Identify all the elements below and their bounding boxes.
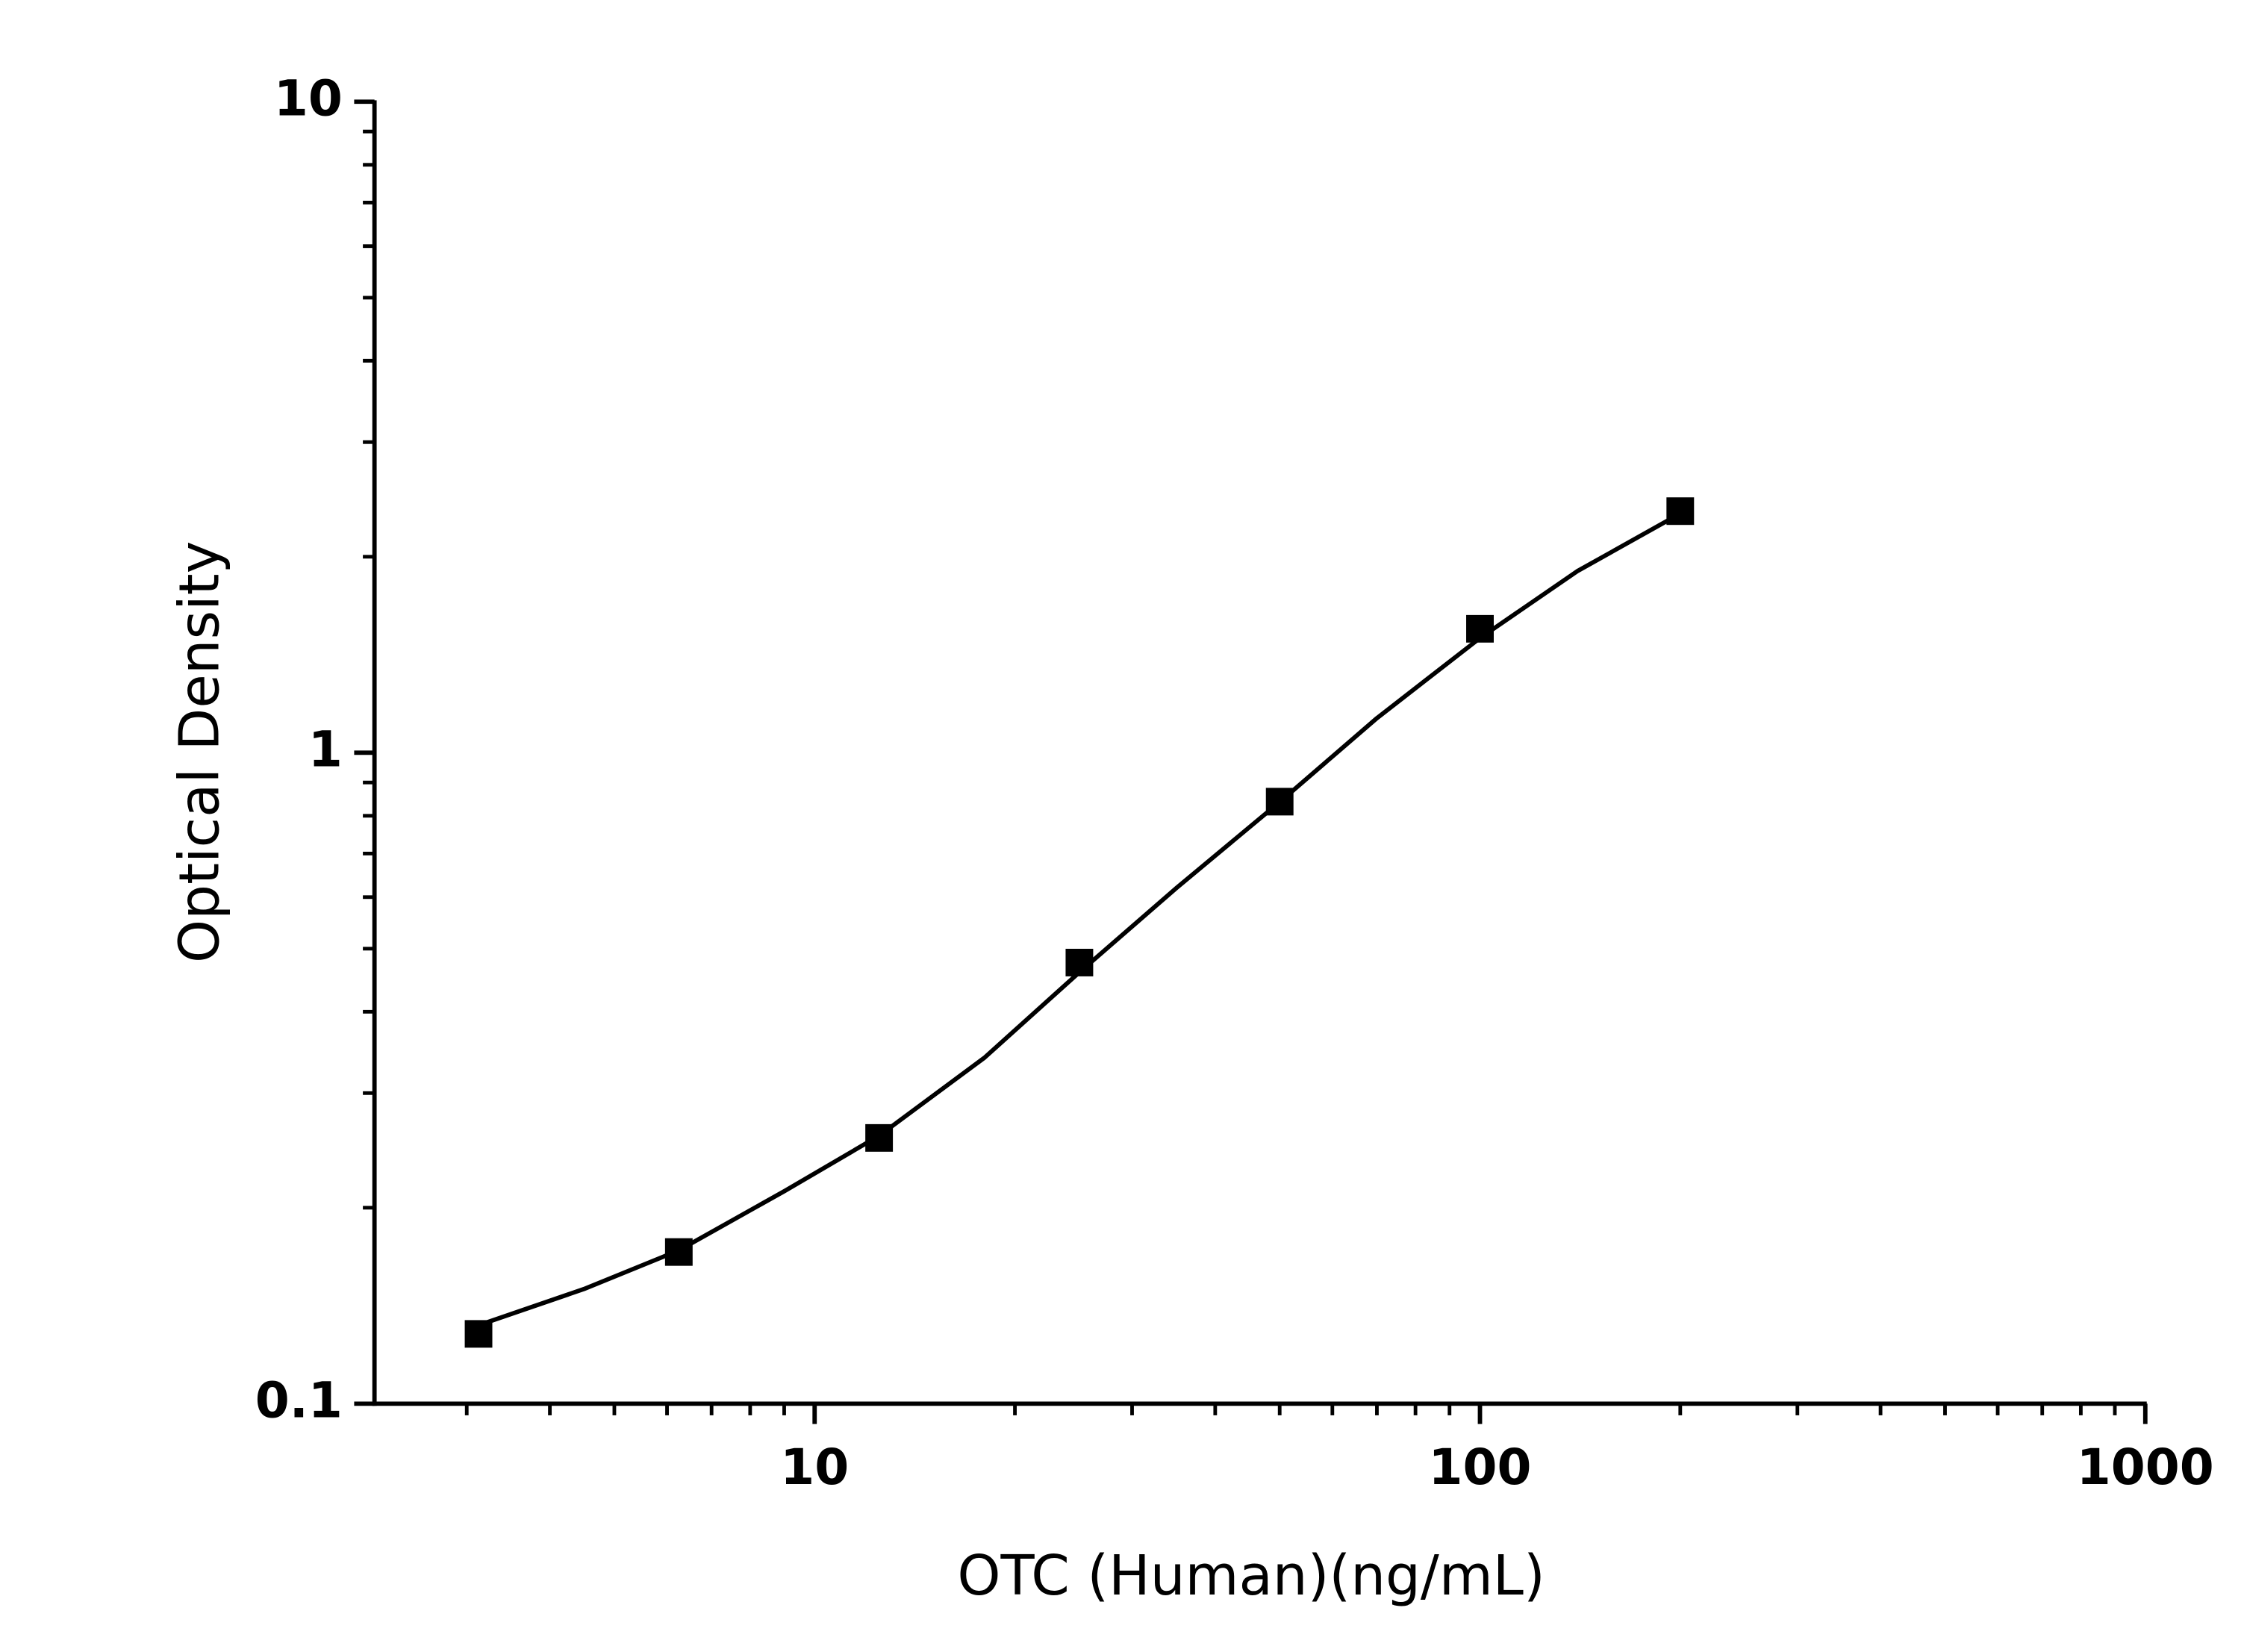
data-point [1666,497,1695,526]
data-point [865,1123,894,1152]
y-tick-label: 10 [274,69,343,127]
data-point [464,1320,493,1348]
x-tick-label: 1000 [2077,1439,2214,1496]
data-point [1466,614,1494,643]
fit-curve [478,511,1682,1327]
x-tick-label: 100 [1429,1439,1532,1496]
data-point [664,1238,693,1266]
y-tick-label: 0.1 [255,1371,343,1429]
x-tick-label: 10 [780,1439,849,1496]
y-tick-label: 1 [308,720,343,778]
x-axis-label: OTC (Human)(ng/mL) [957,1544,1545,1608]
data-point [1265,788,1294,816]
y-axis-label: Optical Density [168,541,232,963]
data-point [1065,948,1094,976]
